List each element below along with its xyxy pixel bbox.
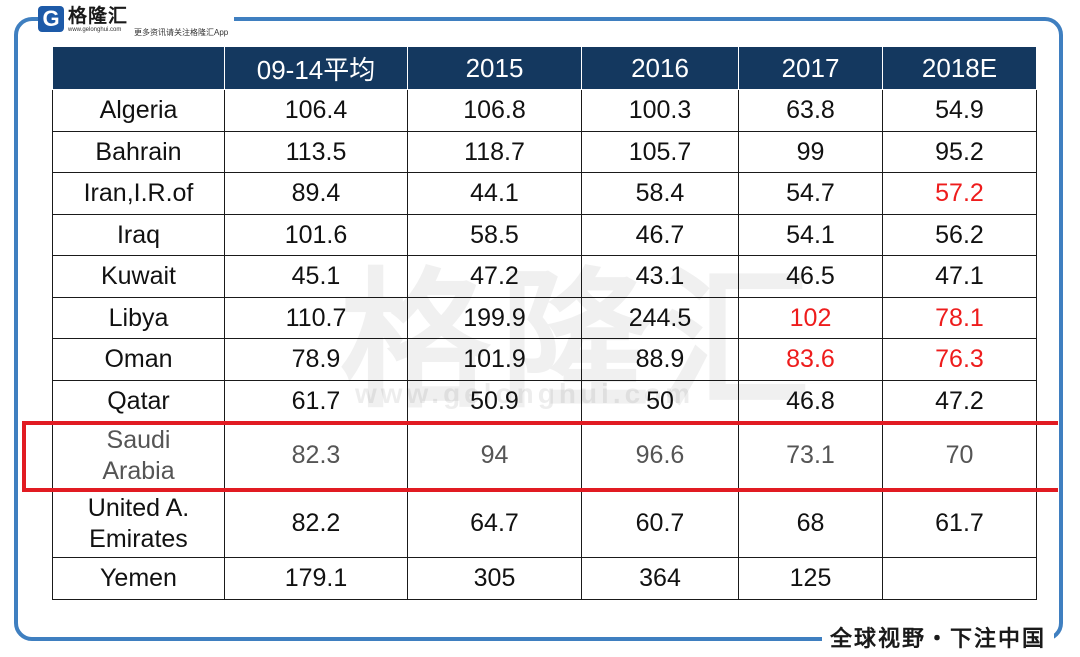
value-cell: 89.4	[224, 172, 408, 215]
value-cell: 110.7	[224, 296, 408, 339]
value-cell: 68	[738, 489, 883, 558]
value-cell: 47.2	[882, 379, 1037, 422]
value-cell: 47.1	[882, 255, 1037, 298]
country-cell: Iraq	[52, 213, 225, 256]
table-header-row: 09-14平均 2015 2016 2017 2018E	[52, 46, 1037, 90]
country-cell: Yemen	[52, 557, 225, 600]
value-cell: 101.6	[224, 213, 408, 256]
value-cell: 43.1	[581, 255, 739, 298]
value-cell: 113.5	[224, 130, 408, 173]
value-cell: 78.9	[224, 338, 408, 381]
value-cell: 105.7	[581, 130, 739, 173]
value-cell: 305	[407, 557, 582, 600]
logo-name: 格隆汇	[68, 6, 129, 27]
value-cell: 63.8	[738, 89, 883, 132]
value-cell: 106.4	[224, 89, 408, 132]
table-row: Algeria 106.4 106.8 100.3 63.8 54.9	[52, 89, 1037, 132]
value-cell	[882, 557, 1037, 600]
value-cell: 54.7	[738, 172, 883, 215]
value-cell: 244.5	[581, 296, 739, 339]
logo-url: www.gelonghui.com	[68, 27, 122, 33]
country-cell: Algeria	[52, 89, 225, 132]
country-cell: United A. Emirates	[52, 489, 225, 558]
value-cell: 101.9	[407, 338, 582, 381]
country-cell: Oman	[52, 338, 225, 381]
country-cell: Iran,I.R.of	[52, 172, 225, 215]
value-cell-red: 57.2	[882, 172, 1037, 215]
slogan: 全球视野・下注中国	[821, 621, 1054, 653]
fiscal-breakeven-table: 09-14平均 2015 2016 2017 2018E Algeria 106…	[52, 46, 1037, 600]
value-cell: 47.2	[407, 255, 582, 298]
value-cell: 44.1	[407, 172, 582, 215]
value-cell: 50.9	[407, 379, 582, 422]
country-cell: Libya	[52, 296, 225, 339]
logo-text: 格隆汇 www.gelonghui.com	[68, 6, 128, 34]
header-2018e: 2018E	[882, 46, 1037, 90]
value-cell: 50	[581, 379, 739, 422]
value-cell: 61.7	[224, 379, 408, 422]
value-cell: 199.9	[407, 296, 582, 339]
value-cell: 82.2	[224, 489, 408, 558]
value-cell: 100.3	[581, 89, 739, 132]
value-cell: 364	[581, 557, 739, 600]
value-cell: 46.5	[738, 255, 883, 298]
value-cell: 58.5	[407, 213, 582, 256]
header-country	[52, 46, 225, 90]
value-cell: 88.9	[581, 338, 739, 381]
logo-tagline: 更多资讯请关注格隆汇App	[134, 28, 229, 37]
country-cell: Bahrain	[52, 130, 225, 173]
table-row: Iran,I.R.of 89.4 44.1 58.4 54.7 57.2	[52, 172, 1037, 215]
value-cell: 99	[738, 130, 883, 173]
value-cell: 60.7	[581, 489, 739, 558]
table-row: Qatar 61.7 50.9 50 46.8 47.2	[52, 379, 1037, 422]
logo-mark-icon: G	[38, 6, 64, 32]
table-row: Oman 78.9 101.9 88.9 83.6 76.3	[52, 338, 1037, 381]
value-cell: 95.2	[882, 130, 1037, 173]
value-cell: 58.4	[581, 172, 739, 215]
header-avg-09-14: 09-14平均	[224, 46, 408, 90]
country-line: United A.	[87, 493, 190, 522]
value-cell-red: 83.6	[738, 338, 883, 381]
table-row: Libya 110.7 199.9 244.5 102 78.1	[52, 296, 1037, 339]
saudi-arabia-highlight-box	[22, 421, 1058, 492]
value-cell: 118.7	[407, 130, 582, 173]
value-cell: 54.1	[738, 213, 883, 256]
header-2017: 2017	[738, 46, 883, 90]
value-cell-red: 78.1	[882, 296, 1037, 339]
value-cell: 45.1	[224, 255, 408, 298]
country-line: Emirates	[89, 524, 188, 553]
country-cell: Qatar	[52, 379, 225, 422]
value-cell: 106.8	[407, 89, 582, 132]
value-cell: 56.2	[882, 213, 1037, 256]
country-line: Arabia	[102, 456, 175, 485]
table-row: Bahrain 113.5 118.7 105.7 99 95.2	[52, 130, 1037, 173]
value-cell: 179.1	[224, 557, 408, 600]
value-cell: 73.1	[738, 421, 883, 490]
value-cell-red: 76.3	[882, 338, 1037, 381]
table-row: United A. Emirates 82.2 64.7 60.7 68 61.…	[52, 489, 1037, 558]
value-cell-red: 102	[738, 296, 883, 339]
value-cell: 64.7	[407, 489, 582, 558]
table-row: Kuwait 45.1 47.2 43.1 46.5 47.1	[52, 255, 1037, 298]
value-cell: 54.9	[882, 89, 1037, 132]
header-2016: 2016	[581, 46, 739, 90]
value-cell: 46.7	[581, 213, 739, 256]
country-cell: Kuwait	[52, 255, 225, 298]
country-line: Saudi	[106, 425, 171, 454]
header-2015: 2015	[407, 46, 582, 90]
table-row: Iraq 101.6 58.5 46.7 54.1 56.2	[52, 213, 1037, 256]
value-cell: 61.7	[882, 489, 1037, 558]
brand-logo: G 格隆汇 www.gelonghui.com 更多资讯请关注格隆汇App	[38, 6, 235, 37]
table-row: Yemen 179.1 305 364 125	[52, 557, 1037, 600]
value-cell: 125	[738, 557, 883, 600]
value-cell: 82.3	[224, 421, 408, 490]
value-cell: 46.8	[738, 379, 883, 422]
